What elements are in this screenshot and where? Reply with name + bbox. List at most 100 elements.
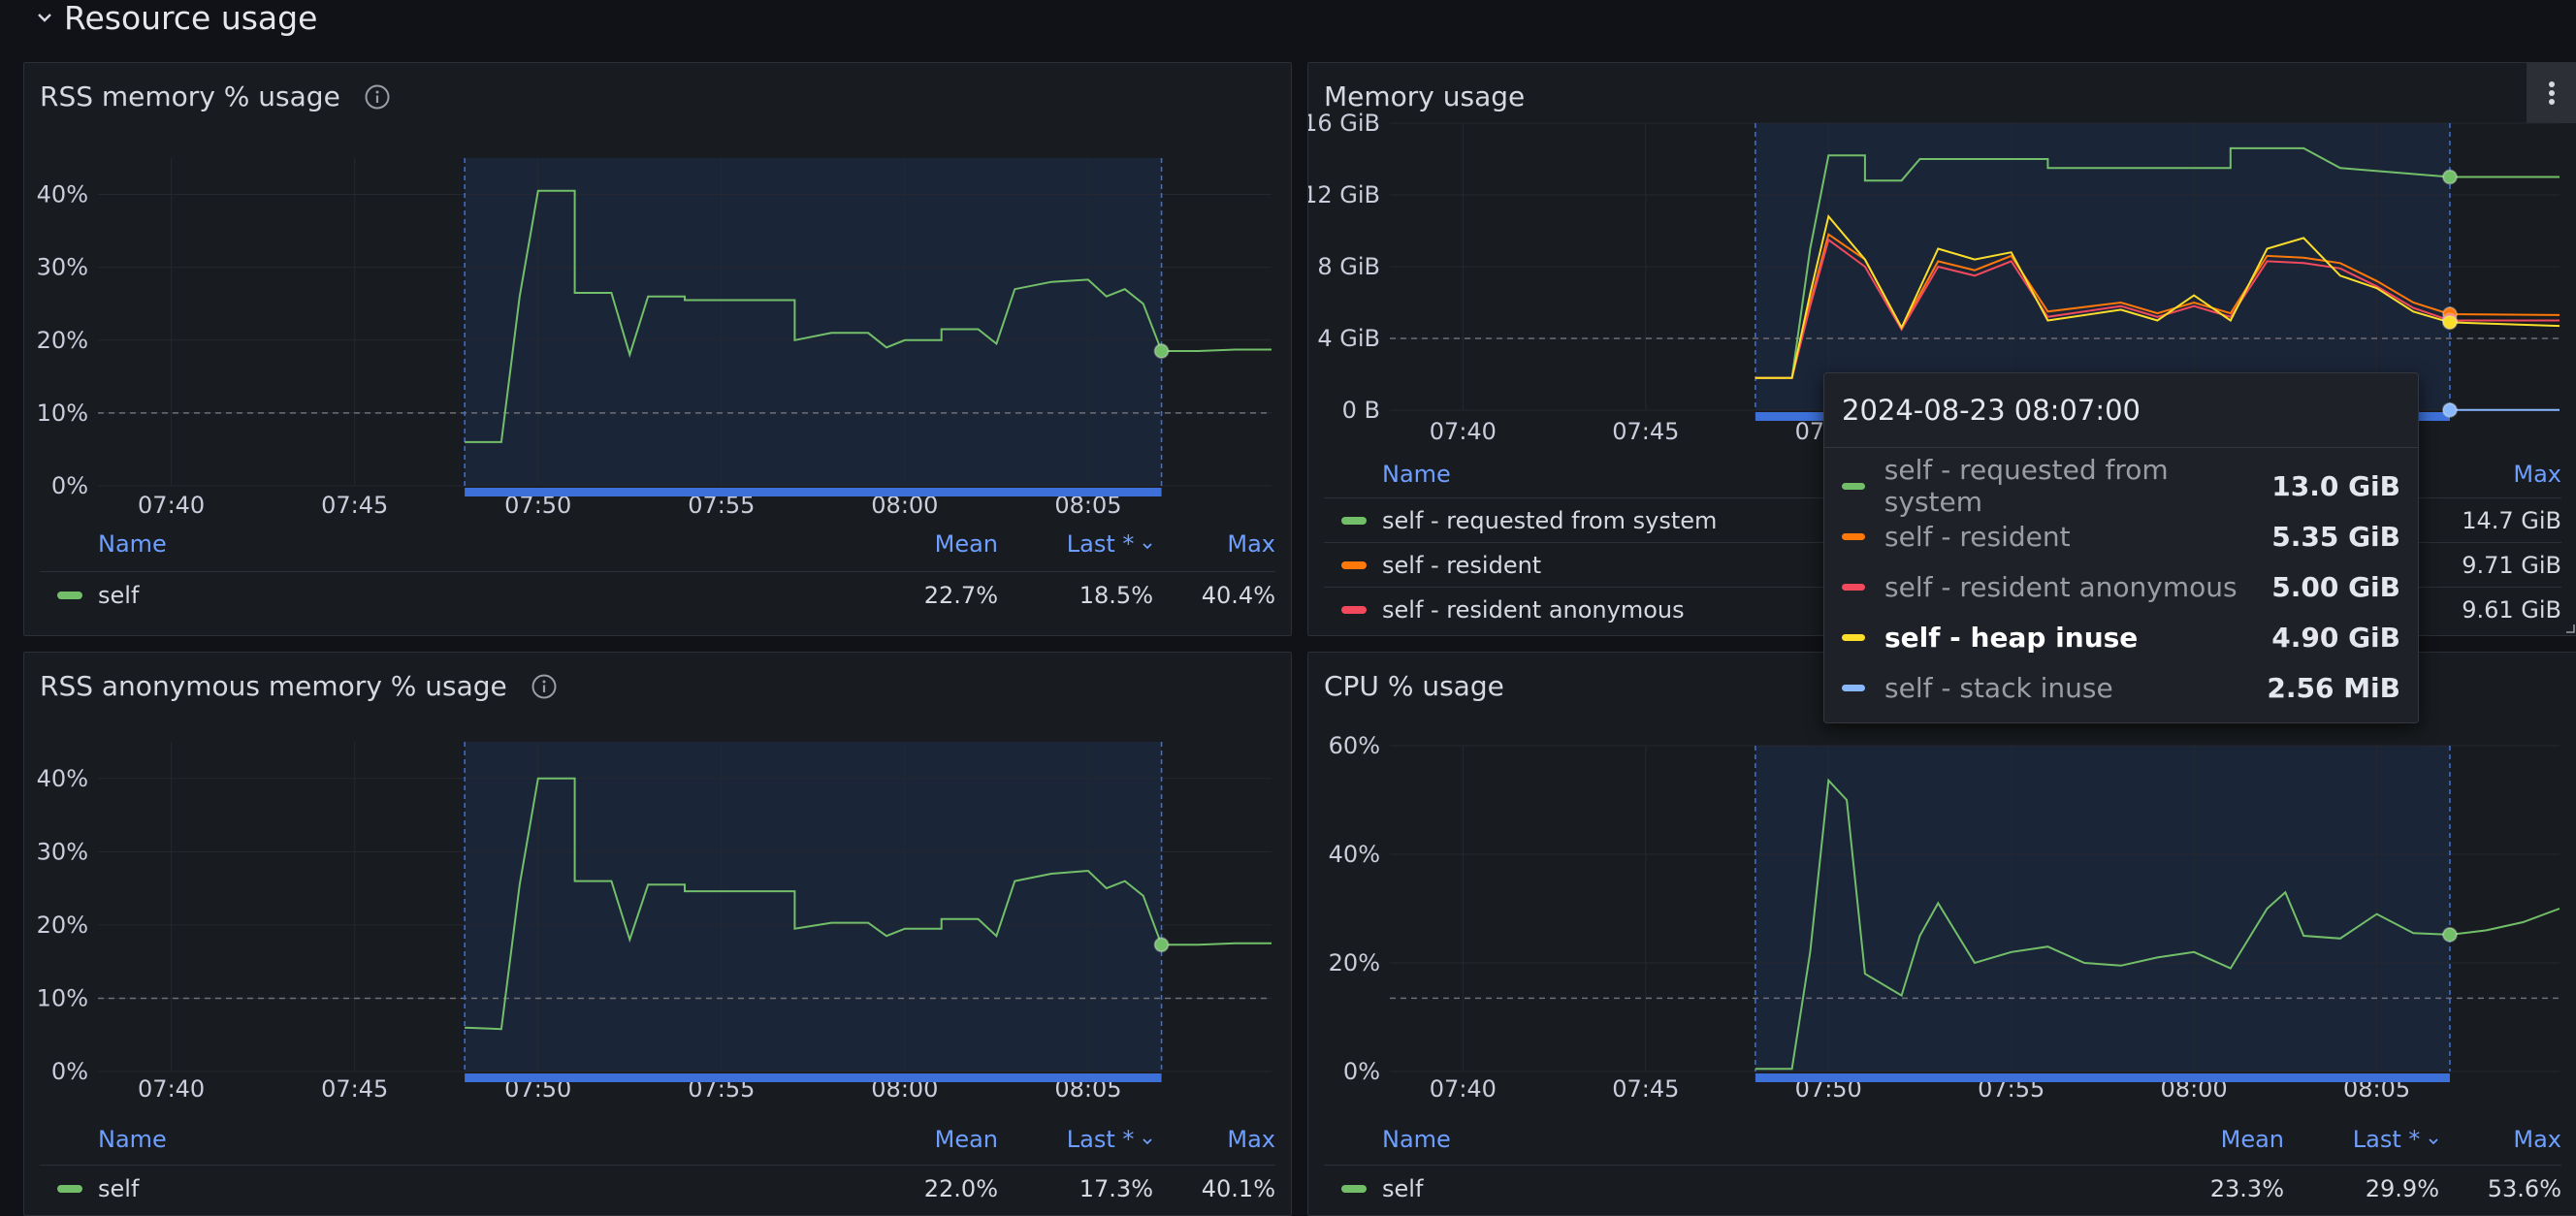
series-name: self - resident [1382, 552, 1542, 579]
y-tick-label: 0% [1343, 1058, 1380, 1085]
y-tick-label: 10% [37, 400, 88, 427]
series-swatch [1341, 517, 1367, 525]
panel-rss-anonymous-memory[interactable]: RSS anonymous memory % usage 0% 10% 20% 30%… [23, 652, 1292, 1216]
y-tick-label: 40% [37, 181, 88, 208]
legend-header: Name Mean Last * Max [1324, 1122, 2561, 1157]
legend-col-mean[interactable]: Mean [2220, 1126, 2284, 1153]
resize-handle-icon[interactable] [2565, 624, 2575, 633]
series-swatch [1842, 684, 1865, 691]
chart-rss-memory[interactable]: 0%10%20%30%40%07:40 07:45 07:50 07:55 08:00 0… [24, 63, 1291, 635]
row-header-resource-usage[interactable]: Resource usage [35, 0, 318, 37]
y-tick-label: 40% [37, 765, 88, 792]
tooltip-series-name: self - heap inuse [1884, 621, 2139, 654]
series-mean: 23.3% [2209, 1175, 2284, 1202]
series-max: 9.61 GiB [2462, 596, 2561, 624]
tooltip-row: self - resident anonymous 5.00 GiB [1842, 567, 2400, 606]
series-swatch [57, 1185, 82, 1193]
legend-col-name[interactable]: Name [98, 530, 167, 558]
panel-title: Memory usage [1324, 80, 1526, 112]
legend-col-max[interactable]: Max [1227, 1126, 1275, 1153]
panel-rss-memory[interactable]: RSS memory % usage 0% 10% 20% 30% 40% 07:40 07… [23, 62, 1292, 636]
legend-col-last[interactable]: Last * [998, 530, 1153, 558]
info-icon[interactable] [531, 673, 558, 700]
series-swatch [1842, 633, 1865, 641]
legend-col-mean[interactable]: Mean [934, 530, 998, 558]
x-tick-label: 07:40 [1430, 1075, 1497, 1103]
x-tick-label: 07:40 [1430, 418, 1497, 445]
chart-rss-anonymous-memory[interactable]: 0%10%20%30%40%07:40 07:45 07:50 07:55 08:00 0… [24, 653, 1291, 1215]
panel-menu-button[interactable] [2527, 63, 2576, 123]
y-tick-label: 4 GiB [1317, 325, 1380, 352]
legend-col-last-label: Last * [1066, 1126, 1135, 1153]
legend-col-last[interactable]: Last * [998, 1126, 1153, 1153]
tooltip-series-value: 5.00 GiB [2271, 570, 2400, 603]
y-tick-label: 20% [37, 912, 88, 939]
series-line-self-resident-anonymous [1755, 238, 2560, 379]
y-tick-label: 8 GiB [1317, 253, 1380, 280]
y-tick-label: 12 GiB [1308, 181, 1380, 208]
series-mean: 22.0% [923, 1175, 998, 1202]
legend-col-name[interactable]: Name [98, 1126, 167, 1153]
chart-tooltip: 2024-08-23 08:07:00 self - requested fro… [1823, 372, 2419, 723]
tooltip-series-value: 4.90 GiB [2271, 621, 2400, 654]
series-max: 40.4% [1201, 582, 1275, 609]
hover-point [2441, 401, 2458, 418]
legend-item[interactable]: self 22.7% 18.5% 40.4% [40, 571, 1275, 619]
tooltip-series-value: 2.56 MiB [2267, 671, 2400, 704]
row-title: Resource usage [64, 0, 318, 37]
x-tick-label: 07:45 [1612, 418, 1679, 445]
series-max: 40.1% [1201, 1175, 1275, 1202]
legend-col-last-label: Last * [1066, 530, 1135, 558]
y-tick-label: 40% [1329, 841, 1380, 868]
legend-col-max[interactable]: Max [2513, 461, 2561, 488]
series-swatch [1341, 1185, 1367, 1193]
series-name: self [1382, 1175, 1424, 1202]
y-tick-label: 60% [1329, 732, 1380, 759]
series-line-self [465, 189, 1272, 443]
hover-point [2441, 314, 2458, 331]
x-tick-label: 07:45 [1612, 1075, 1679, 1103]
legend-item[interactable]: self 22.0% 17.3% 40.1% [40, 1165, 1275, 1212]
legend-header: Name Mean Last * Max [40, 527, 1275, 561]
series-line-self-requested-from-system [1755, 146, 2560, 379]
y-tick-label: 30% [37, 254, 88, 281]
legend-col-max[interactable]: Max [2513, 1126, 2561, 1153]
legend-item[interactable]: self - resident anonymous 9.61 GiB [1324, 587, 2561, 632]
tooltip-row: self - stack inuse 2.56 MiB [1842, 668, 2400, 707]
y-tick-label: 20% [1329, 949, 1380, 976]
series-name: self - resident anonymous [1382, 596, 1685, 624]
legend-col-name[interactable]: Name [1382, 461, 1451, 488]
series-line-self-resident [1755, 233, 2560, 379]
legend-col-max[interactable]: Max [1227, 530, 1275, 558]
y-tick-label: 0% [51, 472, 88, 499]
legend-col-mean[interactable]: Mean [934, 1126, 998, 1153]
tooltip-row: self - resident 5.35 GiB [1842, 517, 2400, 556]
series-name: self [98, 582, 140, 609]
chart-cpu-usage[interactable]: 0%20%40%60%07:40 07:45 07:50 07:55 08:00 08:0… [1308, 653, 2576, 1215]
x-tick-label: 07:40 [138, 492, 205, 519]
series-swatch [1341, 606, 1367, 614]
series-swatch [1842, 482, 1865, 490]
selection-region [465, 158, 1162, 486]
panel-title: RSS anonymous memory % usage [40, 670, 507, 702]
series-line-self [1755, 778, 2560, 1071]
y-tick-label: 0 B [1342, 397, 1380, 424]
series-last: 17.3% [1079, 1175, 1153, 1202]
x-tick-label: 07:45 [321, 1075, 388, 1103]
legend-item[interactable]: self 23.3% 29.9% 53.6% [1324, 1165, 2561, 1212]
time-selection-bar [1755, 1073, 2450, 1082]
chevron-down-icon [1143, 543, 1152, 550]
tooltip-series-name: self - requested from system [1884, 454, 2169, 518]
chevron-down-icon [2429, 1138, 2438, 1145]
info-icon[interactable] [364, 83, 391, 111]
series-max: 53.6% [2487, 1175, 2561, 1202]
legend-col-last[interactable]: Last * [2284, 1126, 2439, 1153]
series-swatch [1341, 561, 1367, 569]
y-tick-label: 16 GiB [1308, 110, 1380, 137]
panel-title: RSS memory % usage [40, 80, 340, 112]
series-max: 9.71 GiB [2462, 552, 2561, 579]
chevron-down-icon [38, 14, 51, 22]
legend-col-name[interactable]: Name [1382, 1126, 1451, 1153]
legend-header: Name Max [1324, 457, 2561, 492]
panel-cpu-usage[interactable]: CPU % usage 0% 20% 40% 60% 07:40 07:45 07:50 07… [1307, 652, 2576, 1216]
